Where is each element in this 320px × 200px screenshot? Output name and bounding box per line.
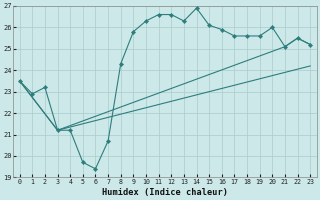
X-axis label: Humidex (Indice chaleur): Humidex (Indice chaleur) <box>102 188 228 197</box>
